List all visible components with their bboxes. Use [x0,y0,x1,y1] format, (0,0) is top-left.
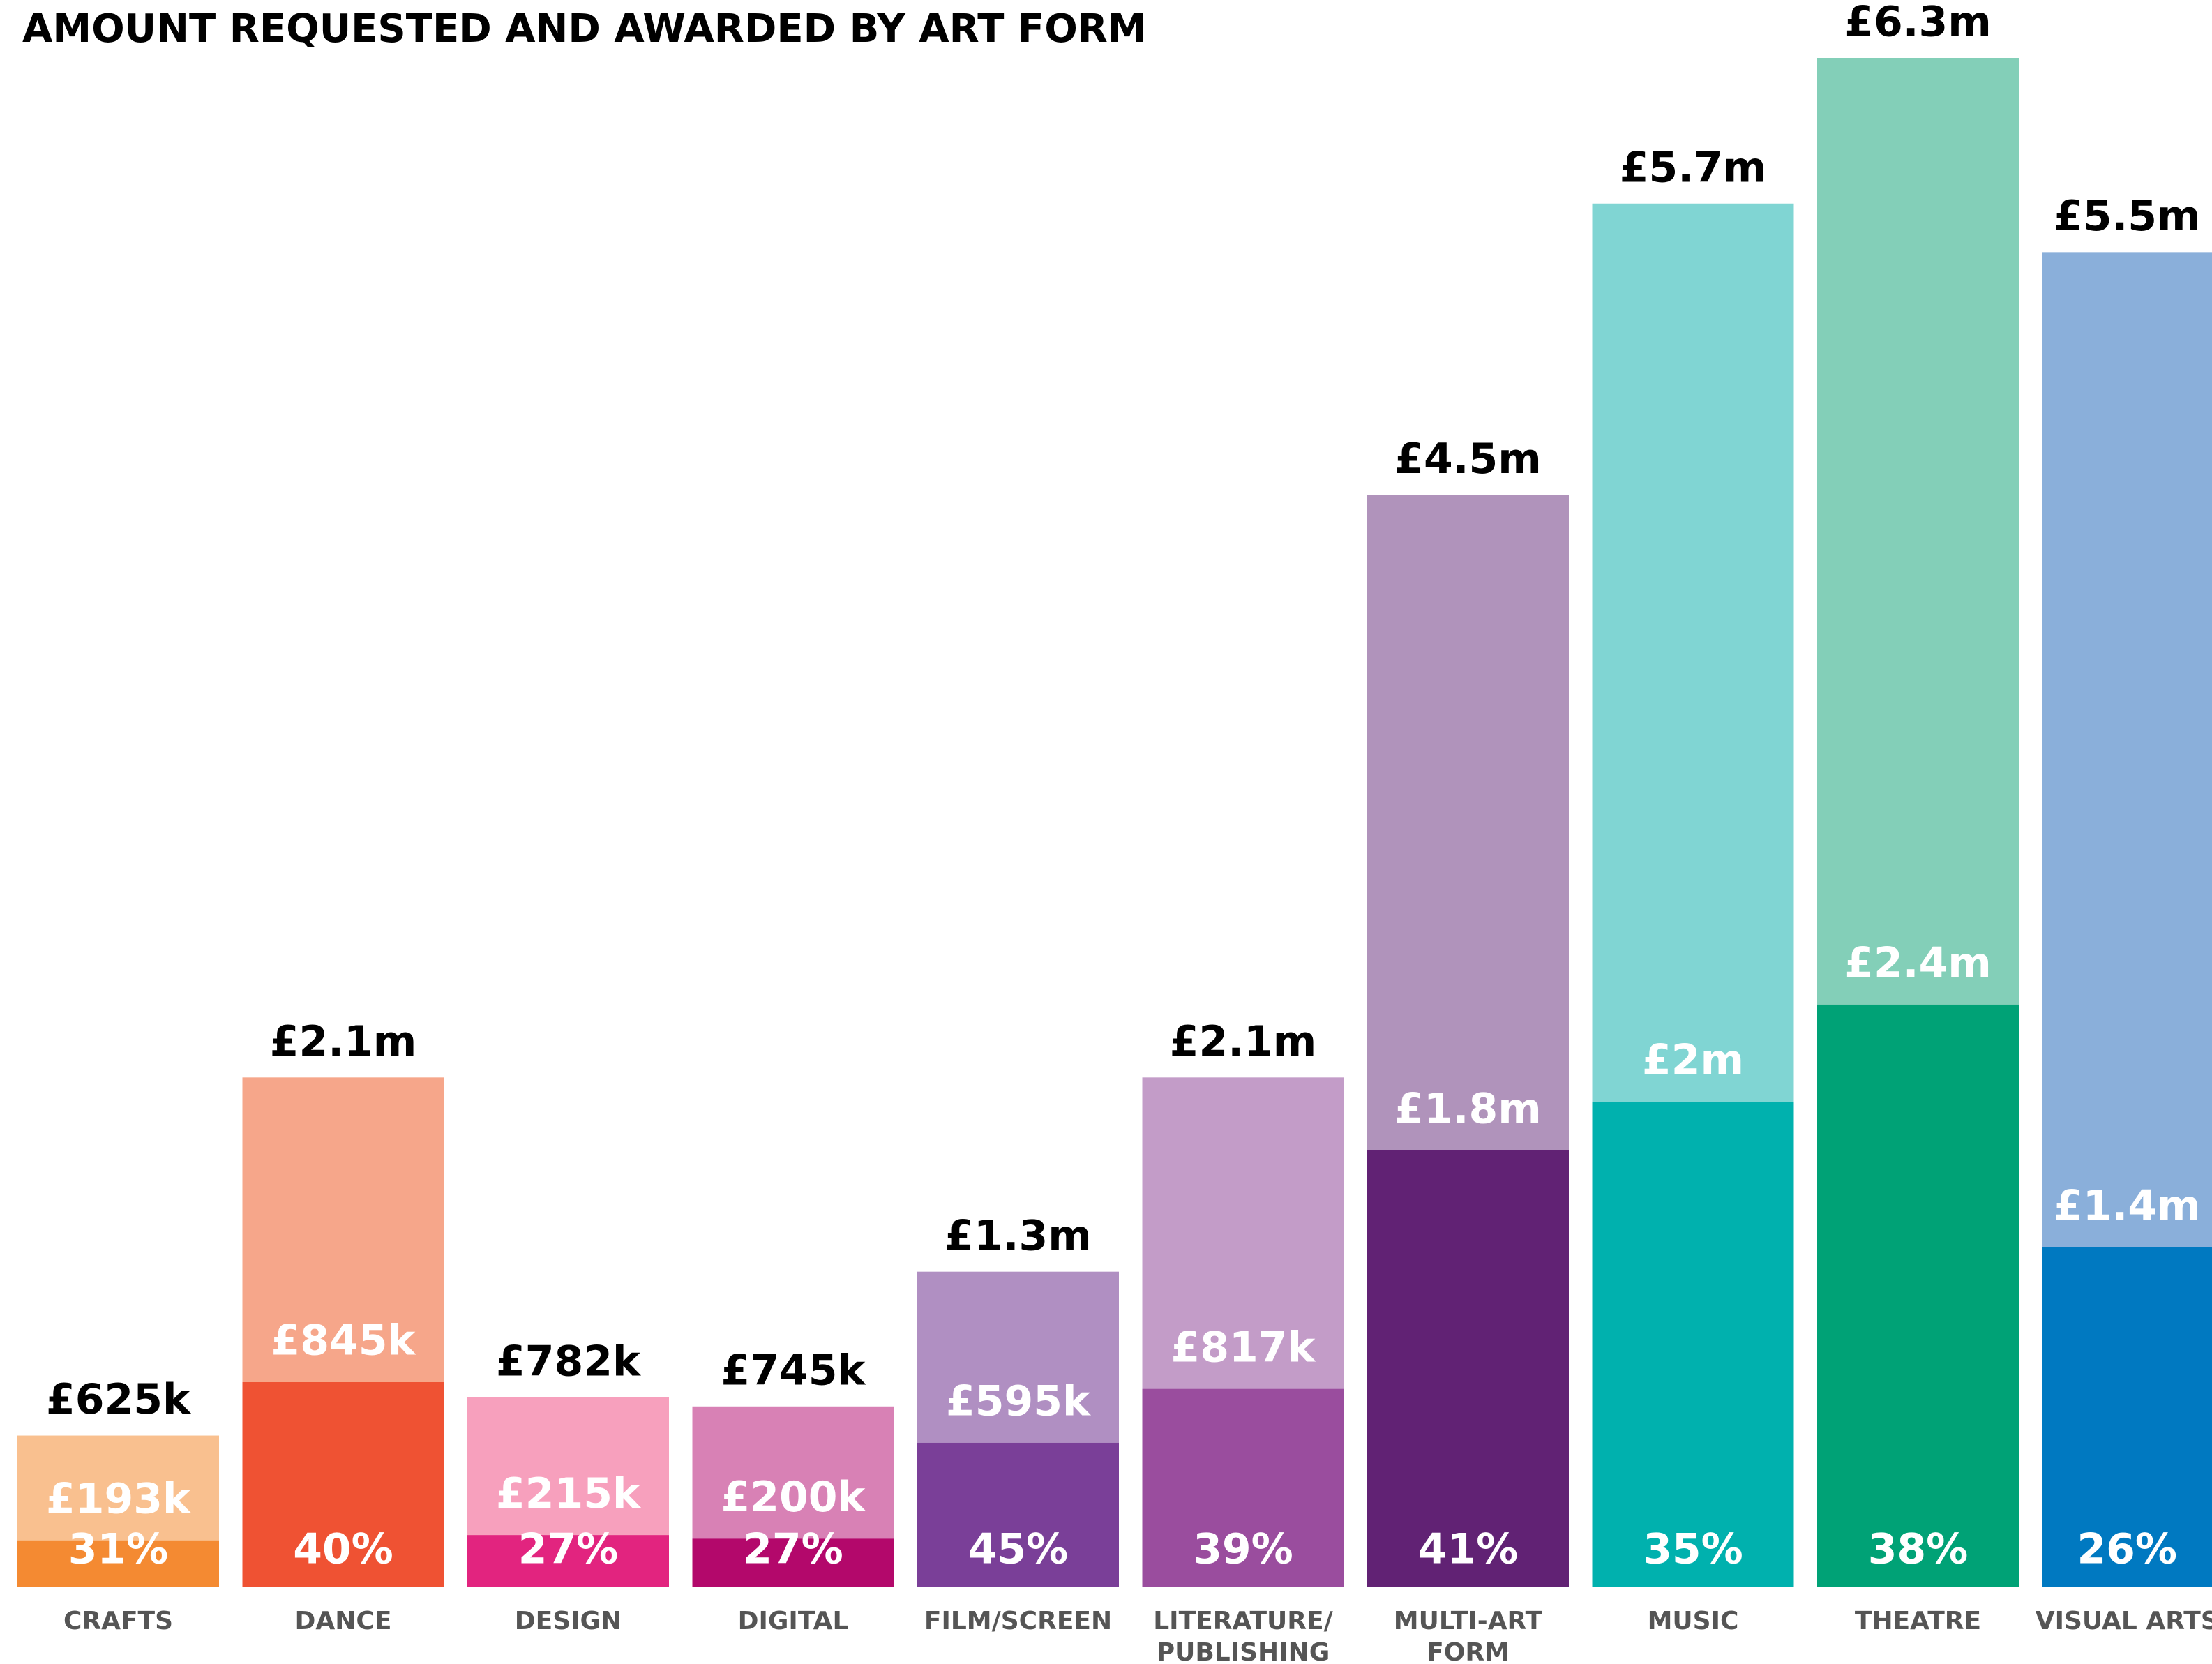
requested-label: £745k [721,1346,867,1395]
x-tick-label-line: PUBLISHING [1157,1638,1330,1664]
x-tick-label: MULTI-ART FORM [1394,1607,1543,1664]
x-tick-label: THEATRE [1855,1607,1981,1635]
awarded-bar [692,1538,894,1587]
chart-title: AMOUNT REQUESTED AND AWARDED BY ART FORM [22,6,1147,52]
percent-label: 35% [1643,1525,1743,1574]
percent-label: 38% [1868,1525,1969,1574]
percent-label: 26% [2077,1525,2177,1574]
awarded-label: £595k [946,1377,1092,1426]
requested-label: £782k [496,1337,642,1386]
awarded-label: £193k [46,1474,192,1523]
x-tick-label: FILM/SCREEN [924,1607,1112,1635]
requested-label: £625k [46,1375,192,1424]
percent-label: 27% [518,1525,619,1574]
awarded-label: £817k [1171,1323,1317,1372]
requested-label: £2.1m [270,1017,417,1066]
awarded-bar [1592,1102,1794,1587]
awarded-bar [1367,1150,1569,1587]
x-tick-label: DIGITAL [738,1607,849,1635]
awarded-bar [1817,1004,2019,1587]
percent-label: 45% [968,1525,1069,1574]
x-tick-label: MUSIC [1648,1607,1739,1635]
awarded-bar [2042,1247,2212,1587]
percent-label: 40% [293,1525,393,1574]
awarded-label: £2m [1642,1036,1744,1085]
x-tick-label: VISUAL ARTS [2036,1607,2212,1635]
percent-label: 41% [1418,1525,1519,1574]
x-tick-label: LITERATURE/PUBLISHING [1153,1607,1333,1664]
percent-label: 39% [1193,1525,1293,1574]
x-tick-label-line: MULTI-ART [1394,1607,1543,1635]
awarded-label: £1.4m [2054,1181,2201,1230]
awarded-label: £845k [271,1317,417,1365]
requested-label: £5.5m [2054,192,2201,241]
requested-label: £4.5m [1394,435,1542,484]
requested-label: £2.1m [1170,1017,1317,1066]
awarded-bar [467,1535,669,1587]
x-tick-label: DANCE [295,1607,392,1635]
awarded-bar [1142,1388,1344,1587]
awarded-label: £200k [721,1473,867,1522]
x-tick-label: CRAFTS [63,1607,173,1635]
awarded-bar [17,1540,219,1587]
percent-label: 31% [68,1525,169,1574]
awarded-bar [242,1381,444,1587]
requested-label: £5.7m [1620,143,1767,192]
awarded-label: £1.8m [1394,1084,1542,1133]
awarded-bar [917,1442,1119,1587]
x-tick-label-line: FORM [1427,1638,1510,1664]
requested-label: £6.3m [1844,0,1992,47]
requested-label: £1.3m [945,1211,1092,1260]
awarded-label: £215k [496,1469,642,1518]
x-tick-label-line: LITERATURE/ [1153,1607,1333,1635]
percent-label: 27% [743,1525,843,1574]
awarded-label: £2.4m [1844,939,1992,988]
x-tick-label: DESIGN [515,1607,622,1635]
